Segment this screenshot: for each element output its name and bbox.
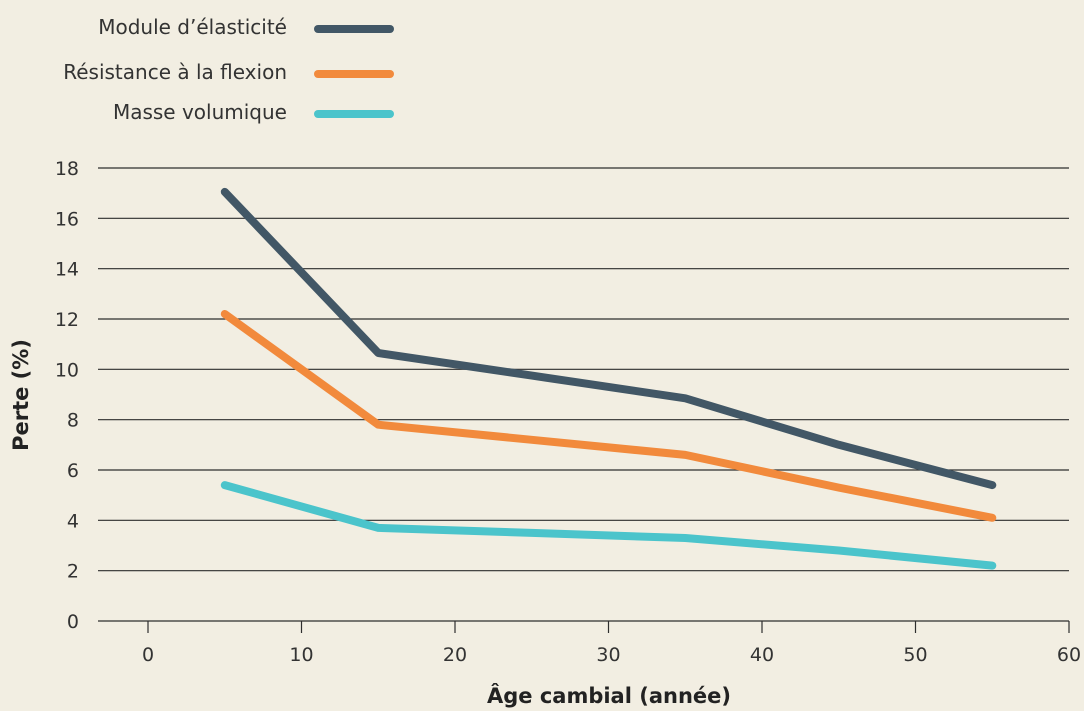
y-tick-label: 18 xyxy=(55,158,79,180)
series-lines xyxy=(220,187,997,570)
legend-label: Résistance à la flexion xyxy=(63,60,287,84)
x-tick-label: 40 xyxy=(750,644,774,666)
x-tick-label: 30 xyxy=(596,644,620,666)
y-tick-label: 16 xyxy=(55,208,79,230)
legend: Module d’élasticité Résistance à la flexi… xyxy=(63,15,394,124)
legend-label: Masse volumique xyxy=(113,100,287,124)
legend-label: Module d’élasticité xyxy=(98,15,287,39)
series-line-2 xyxy=(220,310,997,522)
y-tick-label: 2 xyxy=(67,561,79,583)
x-tick-label: 60 xyxy=(1057,644,1081,666)
x-tick-label: 20 xyxy=(443,644,467,666)
x-axis-title: Âge cambial (année) xyxy=(487,683,731,708)
series-line-3 xyxy=(220,481,997,570)
x-axis-ticks: 0 10 20 30 40 50 60 xyxy=(142,621,1081,666)
x-tick-label: 10 xyxy=(289,644,313,666)
series-line-1 xyxy=(220,187,997,490)
y-tick-label: 0 xyxy=(67,611,79,633)
y-axis-ticks: 0 2 4 6 8 10 12 14 16 18 xyxy=(55,158,79,633)
y-tick-label: 14 xyxy=(55,259,79,281)
x-tick-label: 0 xyxy=(142,644,154,666)
y-tick-label: 6 xyxy=(67,460,79,482)
y-tick-label: 8 xyxy=(67,410,79,432)
y-tick-label: 10 xyxy=(55,359,79,381)
x-tick-label: 50 xyxy=(903,644,927,666)
y-tick-label: 4 xyxy=(67,510,79,532)
y-tick-label: 12 xyxy=(55,309,79,331)
gridlines xyxy=(98,167,1069,622)
y-axis-title: Perte (%) xyxy=(9,339,33,451)
